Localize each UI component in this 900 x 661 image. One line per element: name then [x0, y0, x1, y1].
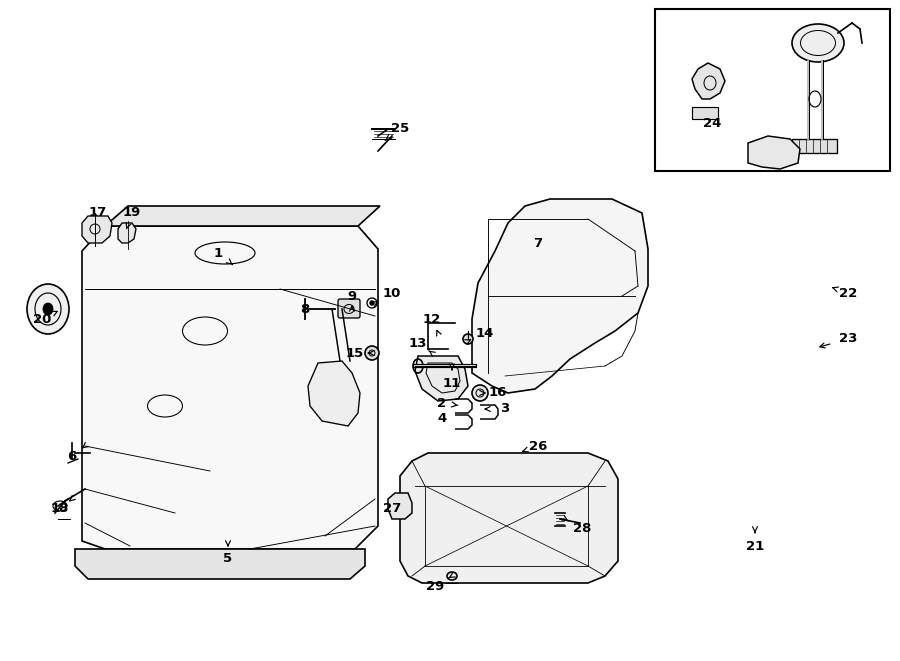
Ellipse shape — [370, 301, 374, 305]
Text: 16: 16 — [489, 387, 508, 399]
Polygon shape — [82, 216, 112, 243]
Text: 21: 21 — [746, 539, 764, 553]
Text: 25: 25 — [391, 122, 410, 136]
Polygon shape — [472, 199, 648, 393]
Text: 18: 18 — [50, 502, 69, 516]
Text: 3: 3 — [500, 403, 509, 416]
Text: 12: 12 — [423, 313, 441, 325]
Text: 26: 26 — [529, 440, 547, 453]
FancyBboxPatch shape — [338, 299, 360, 318]
Text: 17: 17 — [89, 206, 107, 219]
Polygon shape — [415, 356, 468, 401]
Text: 28: 28 — [572, 522, 591, 535]
Text: 9: 9 — [347, 290, 356, 303]
Text: 23: 23 — [839, 332, 857, 346]
Polygon shape — [75, 549, 365, 579]
Polygon shape — [388, 493, 412, 519]
Ellipse shape — [463, 334, 473, 344]
Text: 11: 11 — [443, 377, 461, 389]
Text: 27: 27 — [382, 502, 401, 516]
Bar — [792, 139, 837, 153]
Text: 22: 22 — [839, 286, 857, 299]
Bar — [655, 9, 890, 171]
Text: 5: 5 — [223, 553, 232, 566]
Polygon shape — [748, 136, 800, 169]
Text: 14: 14 — [476, 327, 494, 340]
Bar — [692, 107, 718, 119]
Text: 2: 2 — [437, 397, 446, 410]
Text: 13: 13 — [409, 336, 428, 350]
Text: 7: 7 — [534, 237, 543, 249]
Polygon shape — [400, 453, 618, 583]
Text: 15: 15 — [346, 346, 365, 360]
Text: 6: 6 — [68, 449, 76, 463]
Text: 20: 20 — [32, 313, 51, 325]
Text: 10: 10 — [382, 286, 401, 299]
Polygon shape — [82, 226, 378, 549]
Text: 1: 1 — [213, 247, 222, 260]
Text: 24: 24 — [703, 116, 721, 130]
Text: 19: 19 — [123, 206, 141, 219]
Polygon shape — [308, 361, 360, 426]
Ellipse shape — [43, 303, 53, 315]
Polygon shape — [118, 223, 136, 243]
Text: 8: 8 — [301, 303, 310, 315]
Ellipse shape — [792, 24, 844, 62]
Polygon shape — [105, 206, 380, 226]
Ellipse shape — [365, 346, 379, 360]
Text: 29: 29 — [426, 580, 444, 592]
Ellipse shape — [472, 385, 488, 401]
Text: 4: 4 — [437, 412, 446, 426]
Ellipse shape — [27, 284, 69, 334]
Polygon shape — [692, 63, 725, 99]
